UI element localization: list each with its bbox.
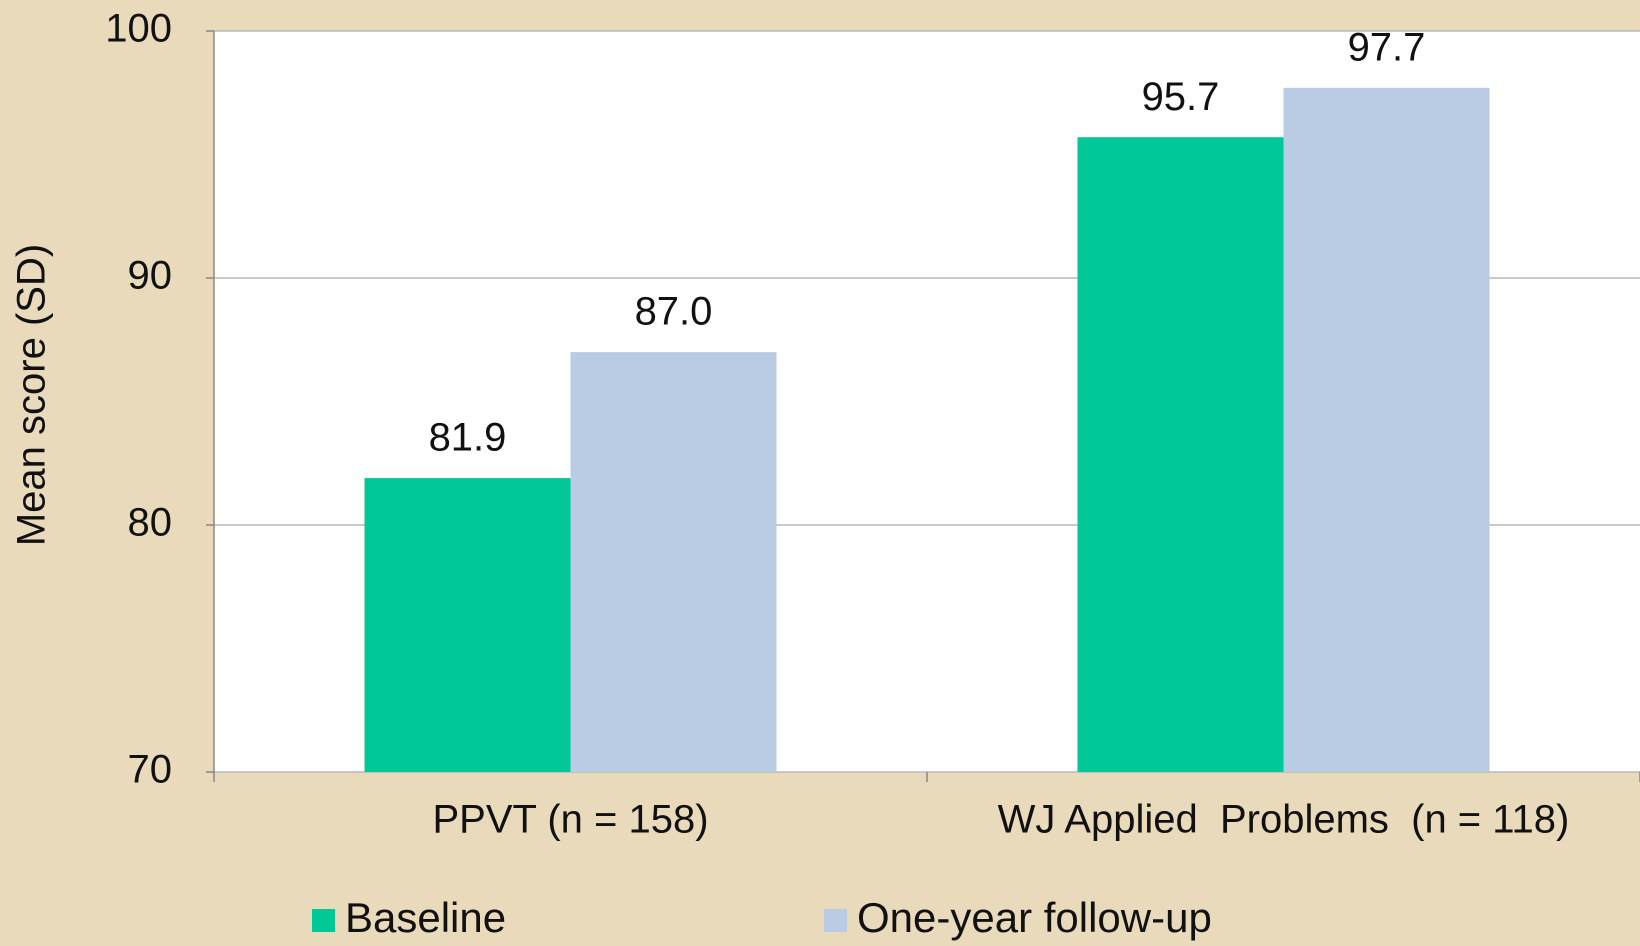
legend-label: One-year follow-up xyxy=(857,894,1212,941)
y-tick-label: 100 xyxy=(105,7,172,51)
x-tick-label: PPVT (n = 158) xyxy=(432,798,708,842)
y-tick-label: 70 xyxy=(128,748,173,792)
bar xyxy=(570,352,777,772)
legend-swatch xyxy=(312,909,335,932)
legend-label: Baseline xyxy=(345,894,506,941)
y-axis-label: Mean score (SD) xyxy=(10,244,54,546)
bar xyxy=(364,478,571,772)
value-label: 97.7 xyxy=(1348,25,1426,69)
value-label: 95.7 xyxy=(1142,75,1220,119)
y-tick-label: 80 xyxy=(128,501,173,545)
bar xyxy=(1077,137,1284,772)
x-tick-label: WJ Applied Problems (n = 118) xyxy=(998,798,1570,842)
bar xyxy=(1283,87,1490,772)
value-label: 81.9 xyxy=(429,416,507,460)
value-label: 87.0 xyxy=(635,290,713,334)
y-tick-label: 90 xyxy=(128,254,173,298)
legend-swatch xyxy=(824,909,847,932)
